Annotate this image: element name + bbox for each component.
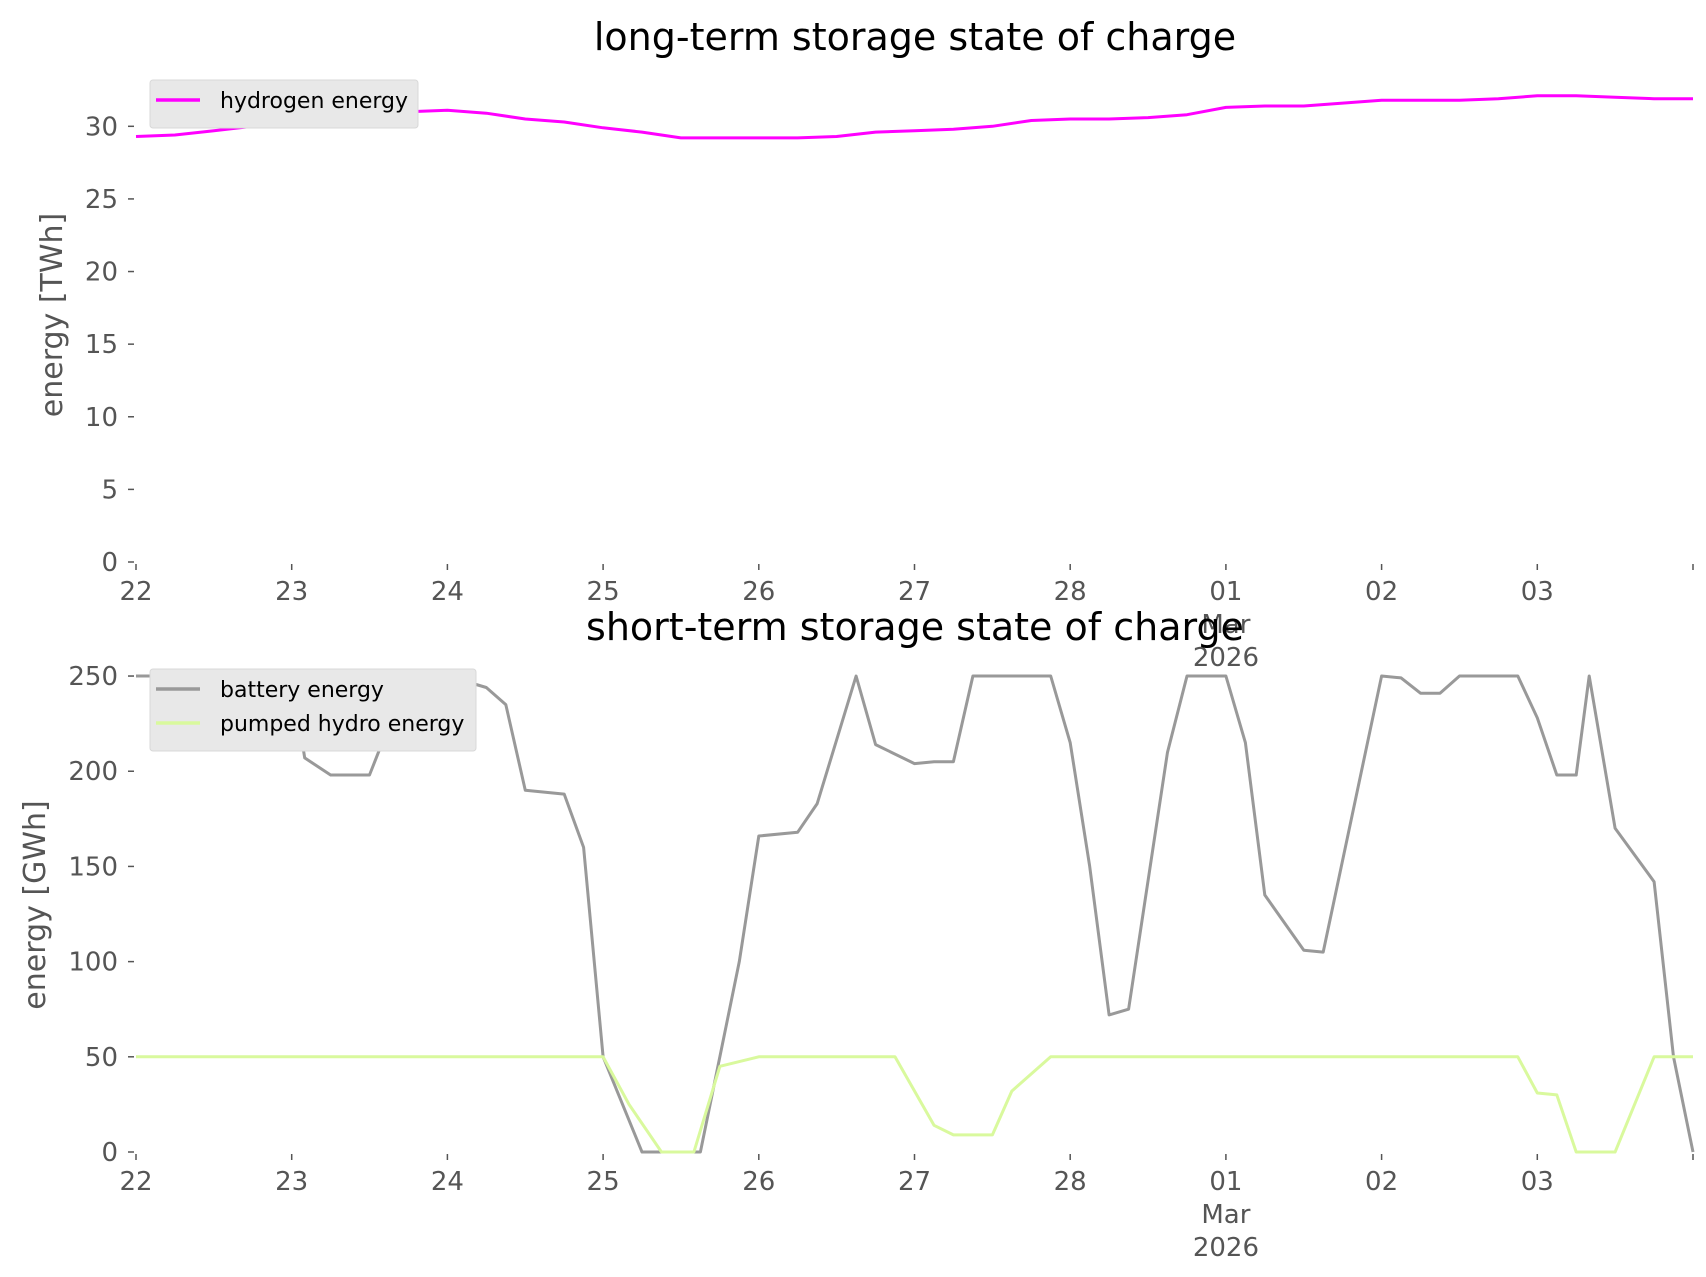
x-tick-label: 24 — [431, 577, 464, 607]
y-tick-label: 150 — [68, 852, 118, 882]
y-tick-label: 200 — [68, 757, 118, 787]
series-line-pumped-hydro-energy — [136, 1055, 1693, 1154]
x-tick-label: 25 — [587, 1167, 620, 1197]
x-tick-label: 23 — [275, 577, 308, 607]
y-tick-label: 5 — [101, 475, 118, 505]
x-tick-label: 28 — [1054, 1167, 1087, 1197]
y-tick-label: 20 — [85, 258, 118, 288]
x-tick-label: 01 — [1209, 577, 1242, 607]
x-tick-label: 03 — [1521, 577, 1554, 607]
x-tick-label: Mar — [1201, 1200, 1250, 1230]
x-tick-label: 22 — [119, 1167, 152, 1197]
x-tick-label: 23 — [275, 1167, 308, 1197]
x-tick-label: 2026 — [1193, 643, 1259, 673]
x-tick-label: 22 — [119, 577, 152, 607]
y-axis: 0 50 100 150 200 250 — [68, 662, 134, 1168]
y-tick-label: 100 — [68, 948, 118, 978]
y-tick-label: 0 — [101, 548, 118, 578]
legend-label: pumped hydro energy — [220, 712, 464, 737]
x-tick-label: 26 — [742, 1167, 775, 1197]
chart-title: long-term storage state of charge — [594, 15, 1236, 59]
y-tick-label: 250 — [68, 662, 118, 692]
y-tick-label: 0 — [101, 1138, 118, 1168]
y-tick-label: 50 — [85, 1043, 118, 1073]
y-axis-label: energy [GWh] — [18, 800, 53, 1009]
x-tick-label: 24 — [431, 1167, 464, 1197]
series-line-battery-energy — [136, 674, 1695, 1154]
long-term-storage-chart: long-term storage state of charge energy… — [35, 15, 1694, 673]
legend-box — [149, 79, 419, 129]
x-tick-label: 02 — [1365, 577, 1398, 607]
x-tick-label: 02 — [1365, 1167, 1398, 1197]
legend: battery energy pumped hydro energy — [149, 668, 477, 752]
y-tick-label: 10 — [85, 403, 118, 433]
y-axis-label: energy [TWh] — [35, 213, 70, 417]
y-tick-label: 30 — [85, 112, 118, 142]
y-tick-label: 25 — [85, 185, 118, 215]
x-tick-label: 2026 — [1193, 1233, 1259, 1263]
legend-label: battery energy — [220, 678, 384, 703]
x-tick-label: 27 — [898, 1167, 931, 1197]
x-tick-label: 28 — [1054, 577, 1087, 607]
legend: hydrogen energy — [149, 79, 419, 129]
x-tick-label: 27 — [898, 577, 931, 607]
legend-box — [149, 668, 477, 752]
x-tick-label: 26 — [742, 577, 775, 607]
x-tick-label: 03 — [1521, 1167, 1554, 1197]
x-tick-label: 25 — [587, 577, 620, 607]
x-tick-label: Mar — [1201, 610, 1250, 640]
x-tick-label: 01 — [1209, 1167, 1242, 1197]
y-tick-label: 15 — [85, 330, 118, 360]
short-term-storage-chart: short-term storage state of charge energ… — [18, 605, 1695, 1263]
y-axis: 0 5 10 15 20 25 30 — [85, 112, 134, 578]
plot-area — [136, 674, 1695, 1154]
chart-title: short-term storage state of charge — [586, 605, 1244, 649]
legend-label: hydrogen energy — [220, 89, 408, 114]
